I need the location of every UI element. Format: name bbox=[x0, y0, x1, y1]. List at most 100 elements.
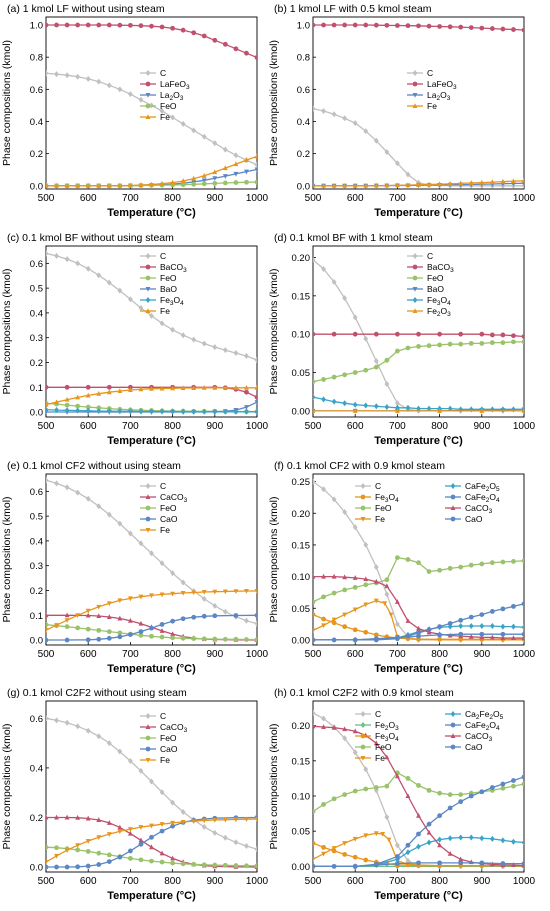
data-point bbox=[313, 709, 316, 716]
data-point bbox=[222, 165, 228, 171]
data-point bbox=[96, 22, 102, 28]
legend-marker bbox=[360, 722, 366, 728]
data-point bbox=[222, 862, 228, 868]
data-point bbox=[117, 829, 123, 835]
data-point bbox=[191, 590, 197, 596]
data-point bbox=[138, 96, 144, 103]
data-point bbox=[416, 560, 421, 566]
data-point bbox=[437, 342, 442, 348]
data-point bbox=[521, 408, 524, 413]
data-point bbox=[405, 404, 411, 411]
data-point bbox=[75, 407, 81, 414]
legend-label: CaCO3​ bbox=[465, 731, 493, 743]
data-point bbox=[233, 613, 239, 618]
y-tick-label: 1.0 bbox=[297, 21, 310, 32]
data-point bbox=[85, 626, 91, 632]
data-point bbox=[395, 408, 400, 413]
data-point bbox=[128, 617, 133, 623]
data-point bbox=[170, 823, 176, 829]
data-point bbox=[373, 636, 379, 642]
data-point bbox=[416, 331, 421, 337]
data-point bbox=[313, 182, 316, 188]
data-point bbox=[159, 560, 165, 567]
data-point bbox=[46, 844, 49, 850]
series-FeO bbox=[313, 555, 524, 605]
y-tick-label: 0.25 bbox=[292, 477, 311, 488]
data-point bbox=[380, 832, 386, 837]
data-point bbox=[458, 860, 464, 866]
data-point bbox=[46, 401, 49, 407]
data-point bbox=[244, 817, 249, 823]
data-point bbox=[159, 822, 165, 827]
data-point bbox=[138, 620, 144, 626]
data-point bbox=[75, 625, 81, 631]
data-point bbox=[138, 594, 144, 600]
y-tick-label: 0.00 bbox=[292, 635, 311, 646]
legend-marker bbox=[145, 494, 151, 499]
legend-label: BaCO3​ bbox=[160, 262, 187, 274]
y-tick-label: 0.10 bbox=[292, 330, 311, 341]
data-point bbox=[352, 863, 358, 869]
x-tick-label: 900 bbox=[473, 421, 490, 432]
y-tick-label: 0.4 bbox=[30, 536, 43, 547]
y-tick-label: 0.4 bbox=[30, 117, 43, 128]
data-point bbox=[521, 861, 524, 866]
data-point bbox=[75, 613, 81, 619]
y-axis-label: Phase compositions (kmol) bbox=[1, 40, 13, 166]
data-point bbox=[521, 27, 524, 33]
data-point bbox=[170, 631, 175, 637]
data-point bbox=[437, 331, 442, 337]
data-point bbox=[254, 816, 257, 822]
x-tick-label: 500 bbox=[305, 421, 322, 432]
data-point bbox=[500, 606, 506, 612]
legend-label: FeO bbox=[375, 503, 392, 513]
x-tick-label: 800 bbox=[431, 421, 448, 432]
data-point bbox=[85, 22, 91, 28]
data-point bbox=[373, 564, 379, 571]
data-point bbox=[352, 836, 358, 842]
x-tick-label: 900 bbox=[473, 193, 490, 204]
data-point bbox=[159, 859, 165, 865]
x-tick-label: 600 bbox=[80, 421, 97, 432]
chart-panel-6: (f) 0.1 kmol CF2 with 0.9 kmol steam 500 6… bbox=[268, 460, 536, 675]
data-point bbox=[458, 637, 464, 643]
legend-label: Fe3​O4​ bbox=[160, 295, 184, 307]
data-point bbox=[75, 489, 81, 496]
x-tick-label: 800 bbox=[431, 876, 448, 887]
legend-marker bbox=[360, 733, 366, 739]
data-point bbox=[117, 630, 123, 636]
data-point bbox=[128, 596, 133, 602]
data-point bbox=[405, 776, 411, 781]
legend-marker bbox=[145, 114, 151, 119]
data-point bbox=[106, 389, 112, 395]
plot-frame bbox=[312, 700, 525, 873]
data-point bbox=[244, 842, 249, 849]
data-point bbox=[85, 637, 91, 643]
series-BaCO3 bbox=[313, 331, 524, 339]
data-point bbox=[201, 862, 207, 868]
data-point bbox=[212, 176, 218, 182]
data-point bbox=[384, 357, 390, 363]
data-point bbox=[117, 615, 123, 621]
legend-label: LaFeO3​ bbox=[160, 79, 190, 91]
legend-marker bbox=[145, 81, 151, 87]
data-point bbox=[363, 367, 369, 373]
chart-title: (g) 0.1 kmol C2F2 without using steam bbox=[7, 687, 187, 699]
data-point bbox=[233, 863, 239, 868]
data-point bbox=[458, 617, 464, 623]
data-point bbox=[149, 385, 154, 391]
y-tick-label: 0.05 bbox=[292, 368, 311, 379]
series-C bbox=[46, 250, 257, 363]
data-point bbox=[313, 331, 316, 337]
data-point bbox=[313, 628, 316, 634]
data-point bbox=[233, 589, 239, 595]
plot-frame bbox=[45, 700, 258, 873]
legend-marker bbox=[450, 722, 456, 728]
data-point bbox=[159, 628, 165, 633]
data-point bbox=[159, 789, 165, 796]
data-point bbox=[437, 790, 442, 796]
data-point bbox=[313, 573, 316, 579]
data-point bbox=[54, 717, 59, 724]
data-point bbox=[106, 22, 112, 28]
